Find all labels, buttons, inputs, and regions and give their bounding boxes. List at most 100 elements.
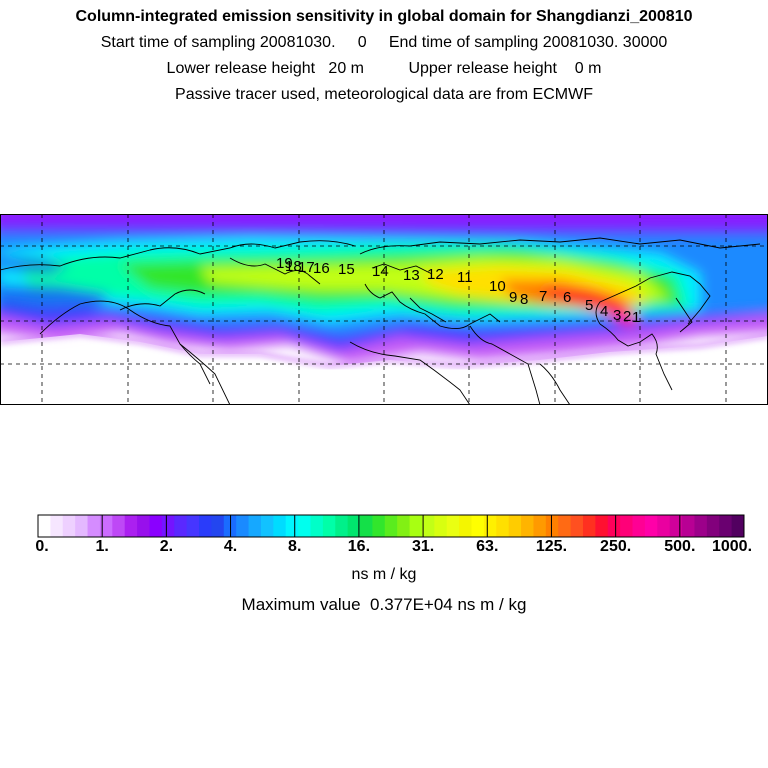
colorbar-border [37,514,745,538]
colorbar-tick-label: 63. [476,538,499,555]
coastlines [0,237,761,405]
colorbar-tick-label: 1000. [711,538,753,555]
colorbar-swatch [260,515,274,537]
colorbar-swatch [533,515,547,537]
colorbar-swatch [384,515,398,537]
colorbar-swatch [496,515,510,537]
colorbar-swatch [149,515,163,537]
colorbar-tick-label: 2. [159,538,174,555]
colorbar-swatch [50,515,64,537]
colorbar-swatch [372,515,386,537]
colorbar-swatch [731,515,745,537]
colorbar-swatch [434,515,448,537]
colorbar-swatch [682,515,695,537]
colorbar-swatch [657,515,671,537]
colorbar-swatch [459,515,473,537]
trajectory-marker: 19 [276,255,293,272]
colorbar-tick-label: 31. [411,538,435,555]
colorbar-swatch [632,515,646,537]
trajectory-marker: 13 [403,267,420,284]
colorbar-swatch [211,515,225,537]
colorbar-swatch [446,515,460,537]
colorbar-swatch [719,515,733,537]
sampling-time-line: Start time of sampling 20081030. 0 End t… [100,34,668,51]
trajectory-marker: 7 [539,288,547,305]
colorbar-tick-label: 0. [35,538,49,555]
colorbar-swatch [273,515,287,537]
trajectory-marker: 14 [372,263,389,280]
colorbar-swatch [471,515,485,537]
trajectory-marker: 10 [489,278,506,295]
colorbar-swatch [112,515,126,537]
colorbar-swatch [694,515,708,537]
colorbar-swatch [62,515,76,537]
colorbar-swatch [360,515,373,537]
colorbar-swatch [298,515,311,537]
colorbar-swatch [582,515,596,537]
colorbar-swatch [174,515,188,537]
trajectory-marker: 11 [457,269,473,286]
colorbar-swatch [335,515,349,537]
colorbar-swatch [236,515,250,537]
colorbar-swatch [199,515,212,537]
colorbar-swatch [706,515,720,537]
trajectory-marker: 5 [585,297,593,314]
trajectory-marker: 4 [600,303,608,320]
tracer-info-line: Passive tracer used, meteorological data… [175,86,593,103]
sensitivity-field [0,214,768,405]
colorbar [37,514,745,538]
colorbar-tick-label: 1. [95,538,109,555]
colorbar-tick-label: 250. [600,538,632,555]
colorbar-swatch [669,515,683,537]
colorbar-swatch [644,515,658,537]
colorbar-tick-label: 500. [664,538,696,555]
colorbar-swatch [87,515,101,537]
colorbar-swatch [248,515,262,537]
colorbar-swatch [545,515,559,537]
colorbar-swatch [570,515,584,537]
colorbar-swatch [310,515,324,537]
trajectory-marker: 3 [613,307,621,324]
trajectory-marker: 2 [623,308,631,325]
colorbar-swatch [285,515,299,537]
trajectory-marker: 12 [427,266,444,283]
trajectory-marker: 15 [338,261,355,278]
colorbar-swatch [186,515,200,537]
colorbar-swatch [421,515,435,537]
colorbar-swatch [595,515,609,537]
colorbar-swatch [99,515,113,537]
trajectory-marker: 16 [313,260,330,277]
trajectory-marker: 1 [632,309,640,326]
colorbar-tick-label: 4. [223,538,238,555]
figure-title: Column-integrated emission sensitivity i… [75,8,693,25]
release-height-line: Lower release height 20 m Upper release … [166,60,602,77]
colorbar-swatch [161,515,175,537]
trajectory-marker: 18 [285,258,302,275]
colorbar-swatch [483,515,497,537]
colorbar-swatch [75,515,89,537]
colorbar-tick-label: 125. [535,538,568,555]
trajectory-marker: 17 [298,259,315,276]
colorbar-swatch [409,515,423,537]
colorbar-swatch [397,515,411,537]
colorbar-swatch [620,515,634,537]
colorbar-swatch [607,515,621,537]
colorbar-swatch [322,515,336,537]
colorbar-swatch [124,515,138,537]
colorbar-swatch [508,515,522,537]
map-grid [0,214,768,405]
colorbar-swatch [347,515,361,537]
maximum-value-line: Maximum value 0.377E+04 ns m / kg [241,595,527,614]
trajectory-marker: 6 [563,289,571,306]
colorbar-swatch [558,515,572,537]
colorbar-tick-label: 8. [288,538,302,555]
colorbar-swatch [137,515,150,537]
colorbar-swatch [521,515,534,537]
trajectory-marker: 8 [520,291,528,308]
colorbar-tick-label: 16. [347,538,371,555]
colorbar-swatch [38,515,51,537]
trajectory-marker: 9 [509,289,517,306]
colorbar-units: ns m / kg [351,566,417,583]
